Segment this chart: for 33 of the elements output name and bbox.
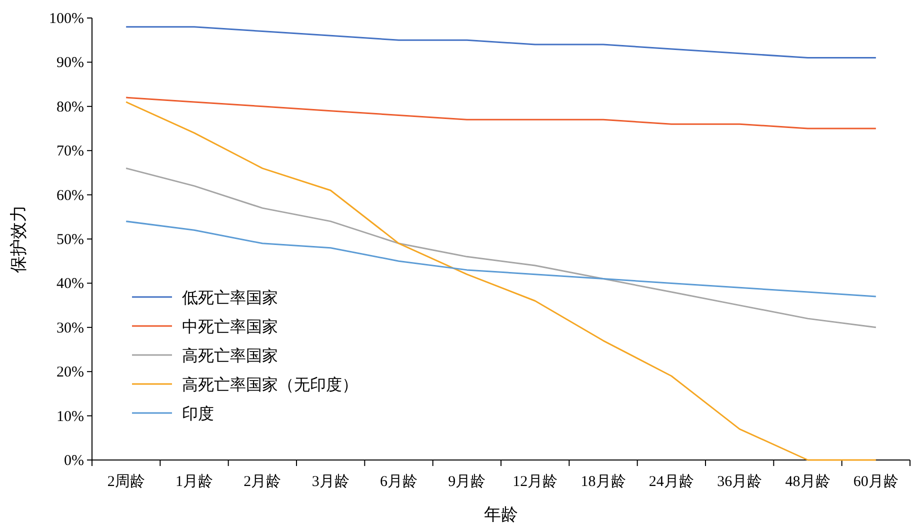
x-tick-label: 2月龄	[244, 473, 282, 490]
y-tick-label: 100%	[49, 11, 84, 27]
x-tick-label: 60月龄	[853, 473, 898, 490]
y-axis-title: 保护效力	[9, 205, 28, 273]
y-tick-label: 90%	[56, 55, 84, 72]
y-tick-label: 0%	[64, 453, 84, 469]
x-tick-label: 48月龄	[785, 473, 830, 490]
y-tick-label: 80%	[56, 99, 84, 116]
y-tick-label: 10%	[56, 408, 84, 425]
legend-label: 低死亡率国家	[182, 289, 278, 307]
x-axis-title: 年龄	[484, 505, 518, 524]
x-tick-label: 2周龄	[107, 473, 145, 490]
x-tick-label: 12月龄	[512, 473, 558, 490]
x-tick-label: 18月龄	[580, 473, 626, 490]
x-tick-label: 9月龄	[448, 473, 486, 490]
x-tick-label: 3月龄	[312, 473, 350, 490]
legend-label: 高死亡率国家（无印度）	[182, 376, 358, 394]
x-tick-label: 1月龄	[176, 473, 213, 490]
x-tick-label: 24月龄	[648, 473, 694, 490]
line-series	[125, 101, 877, 461]
y-tick-label: 50%	[56, 232, 84, 248]
x-tick-label: 36月龄	[717, 473, 762, 490]
line-series	[125, 96, 877, 130]
y-tick-label: 70%	[56, 144, 84, 160]
y-tick-label: 30%	[56, 320, 84, 336]
legend-label: 高死亡率国家	[182, 347, 278, 365]
y-tick-label: 20%	[56, 364, 84, 381]
y-tick-label: 40%	[56, 276, 84, 292]
legend-label: 中死亡率国家	[182, 318, 278, 336]
legend-label: 印度	[182, 405, 214, 423]
x-tick-label: 6月龄	[380, 473, 418, 490]
line-series	[125, 26, 877, 59]
y-tick-label: 60%	[56, 188, 84, 204]
